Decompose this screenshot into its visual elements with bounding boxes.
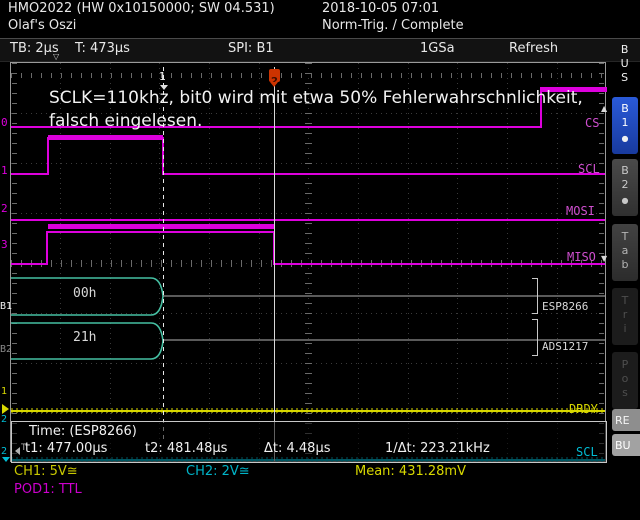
bus2-name-label: ADS1217 bbox=[542, 340, 589, 353]
cursor-t1-readout: t1: 477.00µs bbox=[25, 441, 108, 456]
trigger-ref-arrow-icon bbox=[15, 447, 20, 455]
cs-trace-high bbox=[540, 87, 607, 92]
cursor-freq-readout: 1/Δt: 223.21kHz bbox=[385, 441, 490, 456]
scroll-up-icon[interactable]: ▲ bbox=[601, 104, 608, 113]
measurement-box bbox=[11, 421, 607, 463]
bus1-bracket-icon bbox=[532, 278, 538, 314]
bus-mode-readout[interactable]: SPI: B1 bbox=[228, 41, 274, 56]
scroll-down-icon[interactable]: ▼ bbox=[601, 254, 608, 263]
ch1-ground-marker[interactable]: 1 bbox=[1, 386, 8, 397]
ch2-arrow-icon bbox=[2, 457, 10, 462]
ch1-trigger-arrow-icon[interactable] bbox=[2, 404, 9, 414]
scl-label: SCL bbox=[578, 162, 600, 176]
ch2-ground-marker[interactable]: 2 bbox=[1, 414, 8, 425]
scl-trace-edge1 bbox=[47, 137, 49, 175]
measurement-title: Time: (ESP8266) bbox=[29, 424, 137, 439]
trigger-time-readout[interactable]: T: 473µs bbox=[75, 41, 130, 56]
status-bar: TB: 2µs T: 473µs SPI: B1 1GSa Refresh bbox=[0, 38, 640, 62]
annotation-line1: SCLK=110khz, bit0 wird mit etwa 50% Fehl… bbox=[49, 88, 583, 108]
pod-d2-marker[interactable]: 2 bbox=[1, 202, 8, 215]
cursor2-arrow-icon bbox=[270, 82, 278, 87]
mean-measurement: Mean: 431.28mV bbox=[355, 464, 466, 479]
cursor1-marker[interactable]: 1 bbox=[159, 70, 166, 83]
ch1-settings[interactable]: CH1: 5V≅ bbox=[14, 464, 78, 479]
cursor1-line[interactable] bbox=[163, 67, 164, 441]
center-vline-ticks bbox=[305, 63, 312, 461]
pod-d0-marker[interactable]: 0 bbox=[1, 116, 8, 129]
bus1-marker[interactable]: B1 bbox=[0, 301, 13, 312]
scl-analog-label: SCL bbox=[576, 445, 598, 459]
miso-trace-low-right bbox=[274, 263, 605, 265]
cursor-dt-readout: Δt: 4.48µs bbox=[264, 441, 331, 456]
cursor2-line[interactable] bbox=[274, 67, 275, 461]
sample-rate-readout: 1GSa bbox=[420, 41, 455, 56]
drdy-label: DRDY bbox=[569, 402, 598, 416]
bus1-frame-value: 00h bbox=[73, 286, 97, 301]
cursor2-marker[interactable]: 2 bbox=[269, 69, 280, 87]
softkey-b2-button[interactable]: B2 ● bbox=[612, 159, 638, 216]
softkey-bu-button[interactable]: BU bbox=[612, 434, 640, 456]
trigger-status: Norm-Trig. / Complete bbox=[322, 18, 464, 33]
softkey-tri-button[interactable]: Tri bbox=[612, 288, 638, 345]
scl-trace-low-left bbox=[11, 173, 48, 175]
cursor-t2-readout: t2: 481.48µs bbox=[145, 441, 228, 456]
bus2-frame-value: 21h bbox=[73, 330, 97, 345]
cs-label: CS bbox=[585, 116, 600, 130]
pod-d1-marker[interactable]: 1 bbox=[1, 164, 8, 177]
bus1-name-label: ESP8266 bbox=[542, 300, 589, 313]
softkey-b1-button[interactable]: B1 ● bbox=[612, 97, 638, 154]
bus2-bracket-icon bbox=[532, 319, 538, 356]
softkey-tab-button[interactable]: Tab bbox=[612, 224, 638, 281]
trigger-position-icon[interactable]: ▽ bbox=[53, 52, 60, 61]
scl-trace-low-right bbox=[163, 173, 605, 175]
ch2-settings[interactable]: CH2: 2V≅ bbox=[186, 464, 250, 479]
pod1-settings[interactable]: POD1: TTL bbox=[14, 482, 82, 497]
mosi-label: MOSI bbox=[566, 204, 595, 218]
miso-trace-high bbox=[46, 231, 274, 233]
cs-trace-edge bbox=[540, 89, 542, 128]
miso-label: MISO bbox=[567, 250, 596, 264]
device-name: Olaf's Oszi bbox=[8, 18, 77, 33]
softkey-re-button[interactable]: RE bbox=[612, 409, 640, 431]
annotation-line2: falsch eingelesen. bbox=[49, 111, 203, 131]
b2-dot-icon: ● bbox=[621, 196, 629, 205]
scl-trace-burst bbox=[48, 135, 163, 140]
mosi-trace-high bbox=[11, 219, 605, 221]
cs-trace-low bbox=[11, 126, 542, 128]
timebase-readout[interactable]: TB: 2µs bbox=[10, 41, 59, 56]
softkey-sidebar: BUS B1 ● B2 ● Tab Tri Pos RE BU bbox=[612, 40, 640, 500]
waveform-grid: 00h 21h 1 2 bbox=[10, 62, 608, 463]
acquisition-mode[interactable]: Refresh bbox=[509, 41, 559, 56]
sidebar-group-label: BUS bbox=[618, 43, 632, 85]
drdy-trace bbox=[11, 410, 605, 412]
cursor1-arrow-icon bbox=[160, 85, 168, 90]
miso-trace-low-left bbox=[11, 263, 47, 265]
pod-d3-marker[interactable]: 3 bbox=[1, 238, 8, 251]
mosi-trace-burst bbox=[48, 224, 274, 229]
miso-trace-edge1 bbox=[46, 231, 48, 265]
trigger-ref-label: T bbox=[21, 443, 27, 453]
ch2-level-marker[interactable]: 2 bbox=[1, 446, 8, 457]
datetime: 2018-10-05 07:01 bbox=[322, 1, 440, 16]
softkey-pos-button[interactable]: Pos bbox=[612, 352, 638, 409]
b1-active-dot-icon: ● bbox=[621, 134, 629, 143]
bus2-marker[interactable]: B2 bbox=[0, 344, 13, 355]
device-model: HMO2022 (HW 0x10150000; SW 04.531) bbox=[8, 1, 275, 16]
